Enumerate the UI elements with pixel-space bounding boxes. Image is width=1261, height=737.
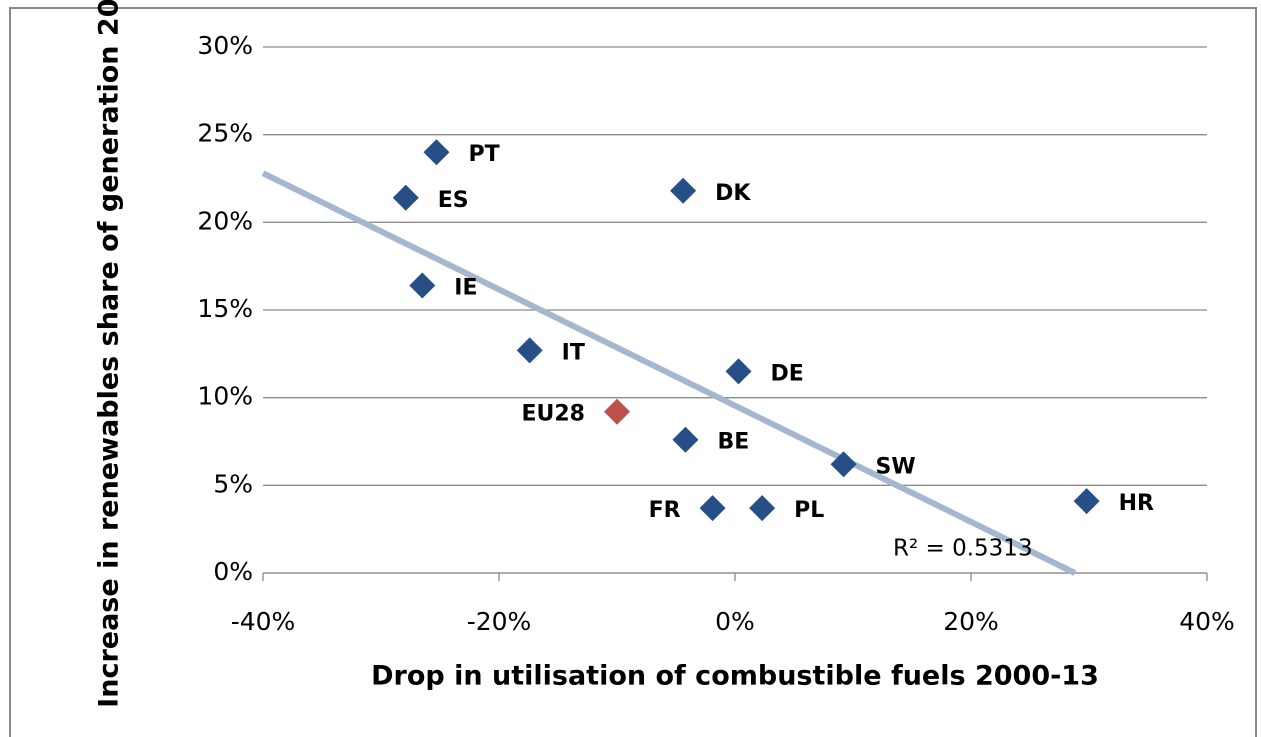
x-tick-label: 0% (715, 607, 755, 636)
x-tick-label: -40% (231, 607, 296, 636)
point-label: ES (438, 188, 469, 213)
point-label: DK (715, 181, 751, 206)
y-tick-label: 20% (197, 206, 253, 235)
point (699, 495, 726, 522)
point-label: EU28 (521, 402, 585, 427)
point (830, 451, 857, 478)
point (423, 139, 450, 166)
x-tick-label: 20% (943, 607, 999, 636)
point-label: BE (717, 430, 749, 455)
point (409, 272, 436, 299)
y-tick-label: 30% (197, 31, 253, 60)
x-tick-label: 40% (1179, 607, 1235, 636)
point (672, 426, 699, 453)
point-label: SW (876, 454, 916, 479)
point (392, 184, 419, 211)
point-label: IE (454, 275, 477, 300)
point (725, 358, 752, 385)
point (749, 495, 776, 522)
y-tick-label: 0% (213, 557, 253, 586)
x-tick-label: -20% (467, 607, 532, 636)
trendline-annotation: R² = 0.5313 (893, 536, 1033, 562)
y-tick-label: 5% (213, 469, 253, 498)
chart-frame (9, 7, 1257, 737)
point-label: FR (649, 498, 681, 523)
y-tick-label: 10% (197, 382, 253, 411)
point-label: IT (562, 340, 585, 365)
point (670, 177, 697, 204)
y-tick-label: 25% (197, 119, 253, 148)
point (604, 398, 630, 425)
point-label: PL (794, 498, 824, 523)
point-label: DE (771, 361, 804, 386)
point-label: HR (1119, 491, 1154, 516)
point (1073, 488, 1100, 515)
x-axis-label: Drop in utilisation of combustible fuels… (371, 661, 1099, 692)
y-axis-label: Increase in renewables share of generati… (94, 0, 125, 708)
point (516, 337, 543, 364)
y-tick-label: 15% (197, 294, 253, 323)
trendline (261, 170, 1077, 576)
point-label: PT (468, 142, 499, 167)
